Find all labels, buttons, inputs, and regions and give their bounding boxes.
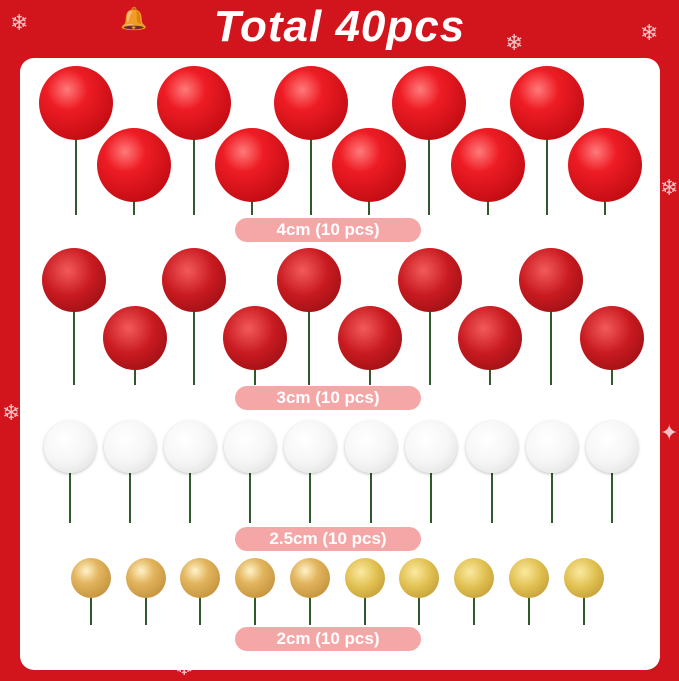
stem [90,578,92,625]
stem [249,447,251,523]
white-pearl-ball-2-5cm [44,421,96,473]
stem [364,578,366,625]
red-pearl-ball-4cm [510,66,584,140]
red-glitter-ball-3cm [223,306,287,370]
red-pearl-ball-4cm [39,66,113,140]
red-glitter-ball-3cm [398,248,462,312]
stem [193,103,195,215]
stem [189,447,191,523]
size-label-4cm: 4cm (10 pcs) [235,218,421,242]
red-pearl-ball-4cm [392,66,466,140]
stem [129,447,131,523]
stem [546,103,548,215]
stem [528,578,530,625]
red-pearl-ball-4cm [568,128,642,202]
white-pearl-ball-2-5cm [345,421,397,473]
white-pearl-ball-2-5cm [164,421,216,473]
gold-pearl-ball-2cm [126,558,166,598]
stem [309,447,311,523]
gold-pearl-ball-2cm [235,558,275,598]
red-pearl-ball-4cm [215,128,289,202]
red-pearl-ball-4cm [332,128,406,202]
stem [193,280,195,385]
gold-pearl-ball-2cm [180,558,220,598]
stem [199,578,201,625]
red-glitter-ball-3cm [103,306,167,370]
stem [308,280,310,385]
red-glitter-ball-3cm [580,306,644,370]
gold-glitter-ball-2cm [564,558,604,598]
stem [145,578,147,625]
gold-glitter-ball-2cm [509,558,549,598]
white-pearl-ball-2-5cm [224,421,276,473]
red-glitter-ball-3cm [42,248,106,312]
snowflake-icon: ❄ [2,400,21,425]
page-title: Total 40pcs [213,2,466,51]
white-pearl-ball-2-5cm [104,421,156,473]
gold-glitter-ball-2cm [399,558,439,598]
snowflake-icon: ❄ [505,30,524,55]
red-glitter-ball-3cm [338,306,402,370]
snowflake-icon: ❄ [660,175,679,200]
red-glitter-ball-3cm [277,248,341,312]
stem [73,280,75,385]
stem [550,280,552,385]
red-pearl-ball-4cm [274,66,348,140]
gold-pearl-ball-2cm [71,558,111,598]
gold-pearl-ball-2cm [290,558,330,598]
size-label-2-5cm: 2.5cm (10 pcs) [235,527,421,551]
red-pearl-ball-4cm [157,66,231,140]
stem [583,578,585,625]
stem [473,578,475,625]
white-pearl-ball-2-5cm [526,421,578,473]
red-glitter-ball-3cm [458,306,522,370]
red-glitter-ball-3cm [162,248,226,312]
stem [429,280,431,385]
red-pearl-ball-4cm [97,128,171,202]
stem [254,578,256,625]
snowflake-icon: ❄ [10,10,29,35]
bell-icon: 🔔 [120,6,148,31]
stem [75,103,77,215]
stem [428,103,430,215]
white-pearl-ball-2-5cm [586,421,638,473]
white-pearl-ball-2-5cm [284,421,336,473]
star-icon: ✦ [660,420,679,445]
gold-glitter-ball-2cm [345,558,385,598]
stem [310,103,312,215]
stem [430,447,432,523]
gold-glitter-ball-2cm [454,558,494,598]
stem [611,447,613,523]
size-label-2cm: 2cm (10 pcs) [235,627,421,651]
stem [551,447,553,523]
stem [418,578,420,625]
red-pearl-ball-4cm [451,128,525,202]
white-pearl-ball-2-5cm [405,421,457,473]
white-pearl-ball-2-5cm [466,421,518,473]
stem [309,578,311,625]
stem [370,447,372,523]
stem [491,447,493,523]
stem [69,447,71,523]
red-glitter-ball-3cm [519,248,583,312]
size-label-3cm: 3cm (10 pcs) [235,386,421,410]
snowflake-icon: ❄ [640,20,659,45]
